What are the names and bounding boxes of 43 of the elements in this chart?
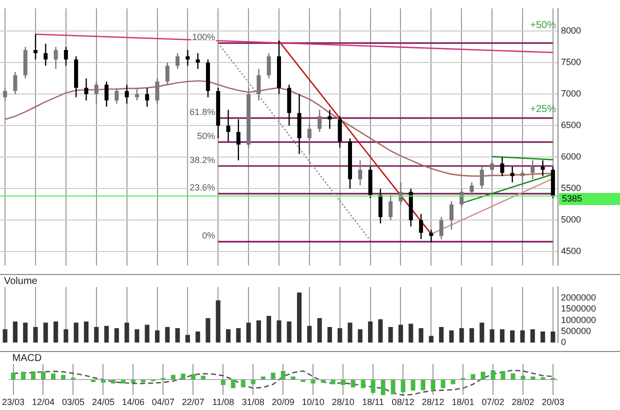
series-label: 0% xyxy=(202,230,216,241)
x-tick-label: 24/05 xyxy=(92,397,114,408)
chart-title: Volume xyxy=(4,276,38,287)
y-tick-label: 2000000 xyxy=(561,292,596,303)
y-tick-label: 6500 xyxy=(561,120,582,130)
x-tick-label: 04/07 xyxy=(152,397,174,408)
x-tick-label: 28/10 xyxy=(332,397,354,408)
x-tick-label: 08/12 xyxy=(392,397,414,408)
y-tick-label: 7500 xyxy=(561,57,582,68)
y-tick-label: 8000 xyxy=(561,26,582,36)
y-tick-label: 0 xyxy=(561,337,566,348)
y-tick-label: 500000 xyxy=(561,326,592,336)
x-tick-label: 31/08 xyxy=(242,397,264,408)
x-tick-label: 10/10 xyxy=(302,397,324,408)
y-tick-label: 4500 xyxy=(561,246,582,256)
series-label: 23.6% xyxy=(190,182,216,193)
y-tick-label: 6000 xyxy=(561,152,582,162)
x-tick-label: 28/12 xyxy=(422,397,444,408)
x-tick-label: 20/03 xyxy=(542,397,564,408)
annotation: +25% xyxy=(530,104,556,116)
y-tick-label: 7000 xyxy=(561,88,582,99)
series-label: 100% xyxy=(192,32,216,42)
x-tick-label: 18/11 xyxy=(362,397,384,408)
y-tick-label: 1500000 xyxy=(561,304,596,314)
y-tick-label: 5000 xyxy=(561,214,582,225)
chart-title: MACD xyxy=(12,352,42,364)
x-tick-label: 22/07 xyxy=(182,397,204,408)
x-tick-label: 20/09 xyxy=(272,397,294,408)
series-label: 61.8% xyxy=(190,107,216,118)
x-tick-label: 11/08 xyxy=(212,397,234,408)
x-tick-label: 12/04 xyxy=(32,397,55,408)
y-tick-label: 5500 xyxy=(561,183,582,194)
x-tick-label: 18/01 xyxy=(452,397,474,408)
ref-line-label: 5385 xyxy=(562,193,582,204)
x-tick-label: 07/02 xyxy=(482,397,504,408)
series-label: 50% xyxy=(197,131,216,142)
series-label: 38.2% xyxy=(190,154,216,165)
x-tick-label: 23/03 xyxy=(2,397,25,408)
x-tick-label: 03/05 xyxy=(62,397,84,408)
y-tick-label: 1000000 xyxy=(561,314,596,325)
annotation: +50% xyxy=(530,20,556,32)
x-tick-label: 14/06 xyxy=(122,397,144,408)
x-tick-label: 28/02 xyxy=(512,397,534,408)
